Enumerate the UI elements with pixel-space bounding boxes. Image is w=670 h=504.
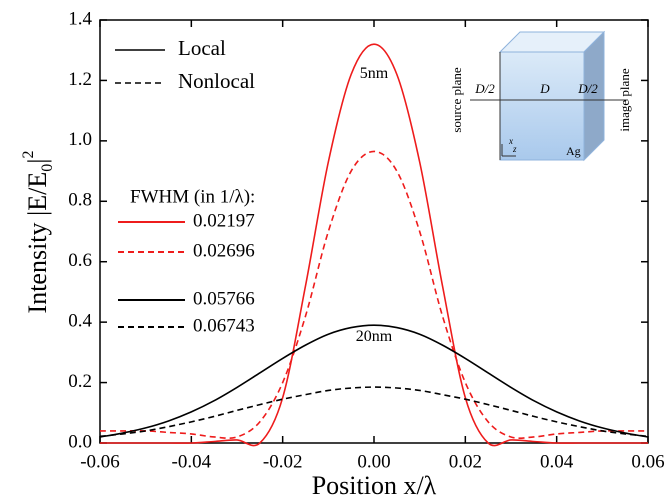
legend-label: 0.06743 xyxy=(193,315,255,336)
x-tick-label: 0.00 xyxy=(357,451,390,472)
line-series xyxy=(99,324,649,438)
inset-axes xyxy=(501,144,516,157)
y-tick-label: 0.2 xyxy=(68,371,92,392)
line-series xyxy=(100,43,648,447)
y-tick-label: 1.0 xyxy=(68,129,92,150)
y-tick-label: 0.0 xyxy=(68,431,92,452)
x-tick-label: 0.02 xyxy=(449,451,482,472)
annotation: 20nm xyxy=(356,328,393,345)
x-tick-label: 0.04 xyxy=(540,451,574,472)
legend-label: 0.02197 xyxy=(193,210,255,231)
x-tick-label: 0.06 xyxy=(631,451,664,472)
inset-label: source plane xyxy=(449,67,464,133)
inset-label: D xyxy=(539,81,550,96)
legend-label: 0.02696 xyxy=(193,240,255,261)
y-label-sub: 0 xyxy=(39,164,56,172)
legend-title: FWHM (in 1/λ): xyxy=(130,186,255,207)
inset-label: D/2 xyxy=(577,81,598,96)
y-tick-label: 0.8 xyxy=(68,190,92,211)
line-series xyxy=(100,150,648,439)
x-tick-label: -0.02 xyxy=(263,451,303,472)
annotation: 5nm xyxy=(360,65,389,82)
inset-label: D/2 xyxy=(474,81,495,96)
inset: D/2 D D/2 source plane image plane Ag x … xyxy=(449,30,632,162)
inset-label: z xyxy=(512,144,517,154)
x-label: Position x/λ xyxy=(312,471,437,500)
inset-label: Ag xyxy=(566,144,581,158)
legend-label: Nonlocal xyxy=(178,69,255,93)
y-label-text: Intensity |E/E xyxy=(23,172,52,314)
inset-label: image plane xyxy=(617,68,632,131)
y-label-after: | xyxy=(23,159,52,164)
y-label-sup: 2 xyxy=(20,151,37,159)
y-tick-label: 0.4 xyxy=(68,311,92,332)
x-tick-label: -0.06 xyxy=(80,451,120,472)
inset-label: x xyxy=(508,136,513,146)
x-tick-label: -0.04 xyxy=(172,451,212,472)
y-label: Intensity |E/E0|2 xyxy=(20,151,56,314)
y-tick-label: 1.4 xyxy=(68,8,92,29)
legend-label: Local xyxy=(178,36,226,60)
y-tick-label: 0.6 xyxy=(68,250,92,271)
cube-side xyxy=(583,30,605,162)
line-series xyxy=(99,386,649,438)
y-tick-label: 1.2 xyxy=(68,69,92,90)
cube-front xyxy=(499,51,585,161)
legend-label: 0.05766 xyxy=(193,288,255,309)
